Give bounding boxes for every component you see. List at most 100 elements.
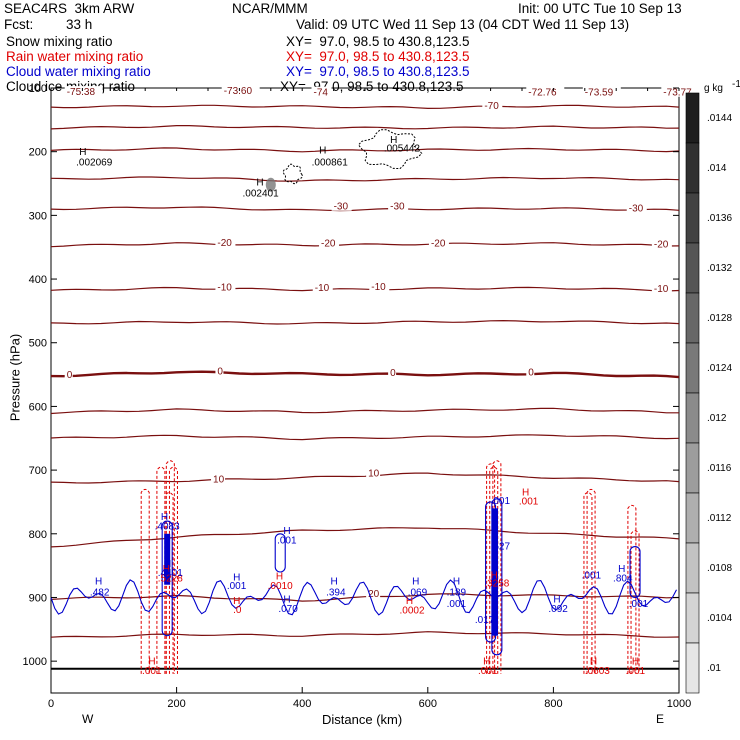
temperature-label-bg-10 [215, 237, 236, 248]
cloud-water-max-value-14: .001 [582, 570, 602, 581]
field-cloud-ice-xy: XY= 97.0, 98.5 to 430.8,123.5 [280, 79, 464, 94]
temperature-label-2: -74 [314, 88, 329, 99]
field-rain-xy: XY= 97.0, 98.5 to 430.8,123.5 [286, 49, 470, 64]
colorbar-label-0: .0144 [707, 113, 732, 124]
rain-max-h-2: H [233, 596, 240, 607]
temperature-label-5: -73.77 [663, 88, 692, 99]
temperature-label-13: -20 [654, 239, 669, 250]
snow-max-value-3: .005442 [384, 144, 421, 155]
temperature-label-8: -30 [390, 202, 405, 213]
temperature-label-22: 10 [213, 474, 225, 485]
temperature-label-18: 0 [67, 370, 73, 381]
temperature-label-bg-24 [366, 587, 381, 598]
x-tick-label-4: 800 [544, 698, 562, 710]
y-tick-label-5: 600 [29, 401, 47, 413]
y-tick-label-9: 1000 [23, 656, 47, 668]
colorbar-label-8: .0112 [707, 513, 732, 524]
colorbar-label-3: .0132 [707, 263, 732, 274]
y-tick-label-3: 400 [29, 274, 47, 286]
cloud-water-max-h-5: H [283, 595, 290, 606]
temperature-contour-3 [50, 176, 680, 182]
colorbar-segment-9 [685, 542, 700, 594]
snow-max-h-2: H [319, 146, 326, 157]
temperature-label-12: -20 [431, 239, 446, 250]
rain-column-6 [492, 460, 502, 674]
colorbar-segment-0 [685, 92, 700, 144]
temperature-label-9: -30 [629, 204, 644, 215]
cloud-water-max-h-8: H [453, 577, 460, 588]
temperature-label-bg-22 [211, 473, 226, 484]
cloud-water-max-value-6: .394 [326, 588, 346, 599]
colorbar-label-10: .0104 [707, 613, 732, 624]
colorbar-unit-exp: -1 [732, 79, 740, 90]
colorbar-segment-2 [685, 192, 700, 244]
field-cloud-water-xy: XY= 97.0, 98.5 to 430.8,123.5 [286, 64, 470, 79]
cloud-water-max-h-0: H [95, 577, 102, 588]
y-tick-label-0: 100 [29, 83, 47, 95]
field-rain-name: Rain water mixing ratio [6, 49, 144, 64]
rain-max-value-7: .001 [142, 666, 162, 677]
plot-frame [50, 87, 680, 694]
colorbar-segment-7 [685, 442, 700, 494]
temperature-contour-8 [50, 370, 680, 379]
rain-max-value-3: .0002 [400, 605, 425, 616]
temperature-contour-13 [50, 593, 680, 602]
cloud-water-max-value-2: .4401 [158, 568, 183, 579]
colorbar-segment-1 [685, 142, 700, 194]
rain-max-value-0: .5228 [158, 574, 183, 585]
rain-max-value-8: .001 [478, 666, 498, 677]
organization-label: NCAR/MMM [232, 1, 308, 16]
snow-cloud-outline-0 [357, 129, 423, 170]
temperature-label-7: -30 [334, 202, 349, 213]
temperature-label-20: 0 [390, 368, 396, 379]
temperature-label-bg-23 [366, 467, 381, 478]
temperature-label-bg-12 [428, 237, 449, 248]
temperature-label-23: 10 [368, 469, 380, 480]
cloud-water-column-3 [629, 545, 641, 599]
snow-core [265, 177, 276, 192]
temperature-label-bg-2 [311, 86, 332, 97]
cloud-water-column-0 [161, 520, 173, 637]
cloud-water-max-value-3: .001 [227, 581, 247, 592]
rain-max-h-4: H [491, 570, 498, 581]
y-tick-label-7: 800 [29, 529, 47, 541]
cloud-water-max-h-1: H [161, 512, 168, 523]
temperature-label-10: -20 [217, 238, 232, 249]
temperature-contour-14 [50, 631, 680, 638]
rain-max-value-2: .0 [233, 605, 242, 616]
temperature-label-bg-15 [312, 282, 333, 293]
x-tick-label-5: 1000 [667, 698, 691, 710]
colorbar-label-2: .0136 [707, 213, 732, 224]
cloud-water-max-value-0: .482 [90, 588, 110, 599]
temperature-label-3: -72.76 [528, 88, 557, 99]
cloud-water-max-value-10: .017 [475, 615, 495, 626]
cloud-water-max-h-6: H [330, 577, 337, 588]
colorbar-label-5: .0124 [707, 363, 732, 374]
rain-max-h-0: H [163, 564, 170, 575]
temperature-contour-10 [50, 434, 680, 441]
valid-time: Valid: 09 UTC Wed 11 Sep 13 (04 CDT Wed … [296, 17, 630, 32]
colorbar-label-11: .01 [707, 663, 721, 674]
temperature-label-bg-21 [526, 366, 535, 377]
snow-max-h-0: H [79, 147, 86, 158]
snow-cloud-outline-1 [282, 163, 304, 185]
cloud-water-max-value-5: .070 [278, 604, 298, 615]
rain-column-11 [630, 530, 640, 674]
rain-max-h-5: H [522, 488, 529, 499]
forecast-label: Fcst: [4, 17, 34, 32]
temperature-contour-0 [50, 104, 680, 110]
colorbar-segment-5 [685, 342, 700, 394]
temperature-label-0: -75.38 [67, 87, 96, 98]
temperature-contour-5 [50, 242, 680, 248]
rain-column-0 [140, 488, 150, 674]
temperature-label-16: -10 [371, 282, 386, 293]
colorbar-label-7: .0116 [707, 463, 732, 474]
cloud-water-max-h-7: H [412, 577, 419, 588]
temperature-label-bg-18 [64, 368, 73, 379]
colorbar-segment-4 [685, 292, 700, 344]
temperature-label-bg-17 [651, 282, 672, 293]
x-axis-label: Distance (km) [322, 712, 403, 727]
rain-max-h-9: H [632, 656, 639, 667]
snow-max-h-3: H [390, 135, 397, 146]
